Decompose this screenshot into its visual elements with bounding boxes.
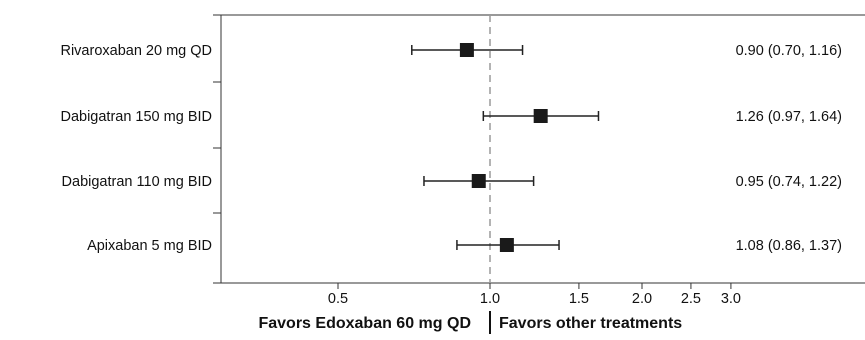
row-label: Dabigatran 110 mg BID: [62, 174, 212, 190]
x-tick-label: 2.5: [681, 291, 701, 307]
row-label: Rivaroxaban 20 mg QD: [60, 43, 212, 59]
estimate-marker: [499, 238, 514, 252]
x-tick-label: 2.0: [632, 291, 652, 307]
forest-row: Apixaban 5 mg BID 1.08 (0.86, 1.37): [87, 238, 842, 254]
row-label: Dabigatran 150 mg BID: [60, 109, 212, 125]
ci-text: 0.90 (0.70, 1.16): [736, 43, 842, 59]
x-tick-label: 1.0: [480, 291, 500, 307]
forest-row: Dabigatran 150 mg BID 1.26 (0.97, 1.64): [60, 109, 842, 125]
estimate-marker: [471, 174, 486, 188]
x-tick-label: 0.5: [328, 291, 348, 307]
xlabel-right: Favors other treatments: [499, 315, 682, 332]
ci-text: 1.08 (0.86, 1.37): [736, 238, 842, 254]
x-tick-label: 3.0: [721, 291, 741, 307]
estimate-marker: [459, 43, 474, 57]
ci-text: 1.26 (0.97, 1.64): [736, 109, 842, 125]
ci-text: 0.95 (0.74, 1.22): [736, 174, 842, 190]
estimate-marker: [533, 109, 548, 123]
forest-rows: Rivaroxaban 20 mg QD 0.90 (0.70, 1.16) Dab…: [60, 43, 842, 254]
row-label: Apixaban 5 mg BID: [87, 238, 212, 254]
plot-frame: [220, 14, 865, 284]
xlabel-left: Favors Edoxaban 60 mg QD: [258, 315, 471, 332]
x-tick-label: 1.5: [569, 291, 589, 307]
x-axis: 0.5 1.0 1.5 2.0 2.5 3.0: [328, 283, 741, 307]
forest-row: Dabigatran 110 mg BID 0.95 (0.74, 1.22): [62, 174, 842, 190]
y-axis-ticks: [213, 14, 221, 284]
forest-row: Rivaroxaban 20 mg QD 0.90 (0.70, 1.16): [60, 43, 842, 59]
